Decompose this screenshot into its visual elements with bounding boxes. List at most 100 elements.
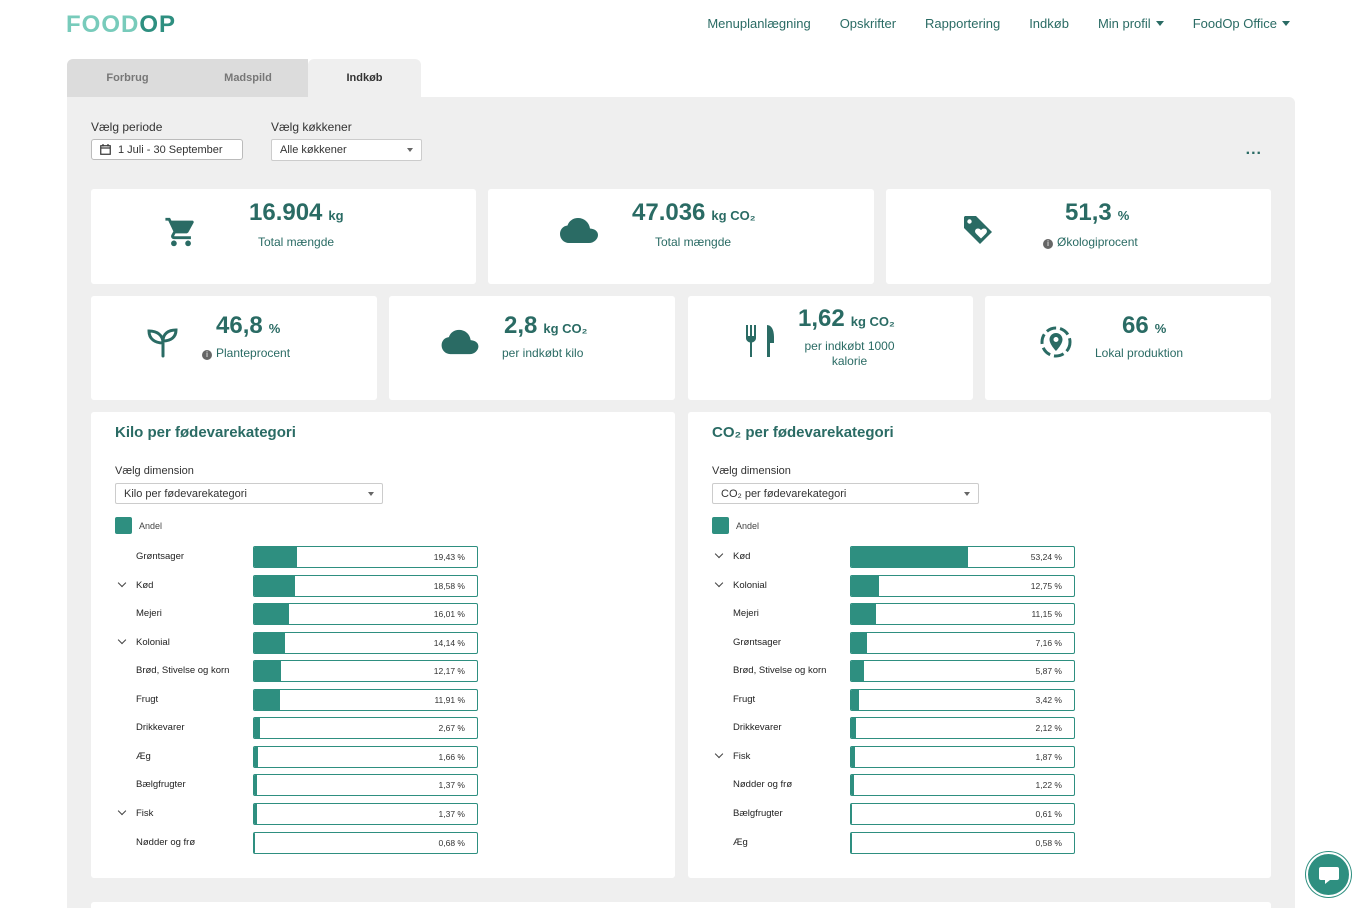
tab-indkob[interactable]: Indkøb bbox=[308, 59, 421, 97]
bar-track: 0,58 % bbox=[850, 832, 1075, 854]
cloud-icon bbox=[441, 329, 479, 355]
kitchen-label: Vælg køkkener bbox=[271, 120, 352, 134]
bar-fill bbox=[851, 833, 853, 853]
legend-label: Andel bbox=[736, 520, 760, 531]
bar-fill bbox=[851, 718, 856, 738]
chart-legend[interactable]: Andel bbox=[712, 517, 759, 534]
bar-track: 14,14 % bbox=[253, 632, 478, 654]
main-panel: Vælg periode 1 Juli - 30 September Vælg … bbox=[67, 97, 1295, 908]
category-label: Grøntsager bbox=[733, 637, 782, 648]
kpi-label: Total mængde bbox=[258, 235, 335, 249]
category-label: Mejeri bbox=[136, 608, 162, 619]
kpi-value: 16.904 kg bbox=[249, 199, 344, 226]
tab-madspild[interactable]: Madspild bbox=[188, 59, 308, 97]
bar-row[interactable]: Fisk 1,87 % bbox=[712, 746, 1082, 768]
bar-track: 12,75 % bbox=[850, 575, 1075, 597]
bar-fill bbox=[851, 576, 880, 596]
bar-track: 0,68 % bbox=[253, 832, 478, 854]
kitchen-select[interactable]: Alle køkkener bbox=[271, 139, 422, 161]
category-label: Kolonial bbox=[136, 637, 170, 648]
bar-value-label: 1,66 % bbox=[438, 752, 465, 762]
category-label: Drikkevarer bbox=[136, 722, 185, 733]
foodop-logo[interactable]: FOODOP bbox=[66, 11, 176, 39]
bar-value-label: 19,43 % bbox=[433, 552, 465, 562]
bar-track: 11,91 % bbox=[253, 689, 478, 711]
bar-row: Mejeri 16,01 % bbox=[115, 603, 485, 625]
chevron-down-icon[interactable] bbox=[714, 549, 724, 559]
caret-down-icon bbox=[1155, 21, 1164, 26]
category-label: Kød bbox=[136, 580, 154, 591]
chevron-down-icon[interactable] bbox=[117, 578, 127, 588]
caret-down-icon bbox=[964, 491, 970, 496]
period-value: 1 Juli - 30 September bbox=[118, 143, 223, 156]
nav-label: Rapportering bbox=[925, 16, 1001, 31]
chat-button[interactable] bbox=[1306, 852, 1351, 897]
kpi-card-total-co2: 47.036 kg CO₂ Total mængde bbox=[488, 189, 874, 284]
period-picker[interactable]: 1 Juli - 30 September bbox=[91, 139, 243, 160]
category-label: Brød, Stivelse og korn bbox=[733, 665, 827, 676]
nav-label: Menuplanlægning bbox=[707, 16, 811, 31]
chevron-down-icon[interactable] bbox=[117, 635, 127, 645]
bar-row[interactable]: Fisk 1,37 % bbox=[115, 803, 485, 825]
bar-value-label: 0,58 % bbox=[1035, 838, 1062, 848]
bar-fill bbox=[851, 747, 856, 767]
caret-down-icon bbox=[1282, 21, 1290, 26]
bar-value-label: 0,61 % bbox=[1035, 809, 1062, 819]
bar-row[interactable]: Kolonial 14,14 % bbox=[115, 632, 485, 654]
nav-label: Opskrifter bbox=[839, 16, 897, 31]
chevron-down-icon[interactable] bbox=[714, 578, 724, 588]
chart-title: Kilo per fødevarekategori bbox=[115, 424, 296, 441]
legend-swatch bbox=[712, 517, 729, 534]
info-icon[interactable]: i bbox=[1043, 239, 1053, 249]
bar-fill bbox=[851, 775, 854, 795]
kpi-label: i Økologiprocent bbox=[1043, 235, 1138, 249]
kpi-value: 46,8% bbox=[216, 312, 281, 339]
bar-fill bbox=[254, 833, 256, 853]
category-label: Bælgfrugter bbox=[136, 779, 186, 790]
bar-fill bbox=[254, 576, 295, 596]
nav-foodop-office[interactable]: FoodOp Office bbox=[1193, 16, 1290, 31]
bar-row: Grøntsager 7,16 % bbox=[712, 632, 1082, 654]
bar-fill bbox=[254, 604, 290, 624]
more-options-icon[interactable]: ... bbox=[1245, 141, 1262, 158]
bar-row: Æg 0,58 % bbox=[712, 832, 1082, 854]
nav-indkob[interactable]: Indkøb bbox=[1029, 16, 1069, 31]
bar-value-label: 1,37 % bbox=[438, 809, 465, 819]
bar-value-label: 53,24 % bbox=[1030, 552, 1062, 562]
chart-legend[interactable]: Andel bbox=[115, 517, 162, 534]
cloud-icon bbox=[560, 218, 598, 243]
bar-value-label: 12,17 % bbox=[433, 666, 465, 676]
bar-fill bbox=[851, 547, 969, 567]
top-navigation: Menuplanlægning Opskrifter Rapportering … bbox=[707, 16, 1290, 31]
nav-label: Indkøb bbox=[1029, 16, 1069, 31]
bar-row[interactable]: Kød 53,24 % bbox=[712, 546, 1082, 568]
dimension-label: Vælg dimension bbox=[115, 465, 194, 477]
kpi-card-total-kg: 16.904 kg Total mængde bbox=[91, 189, 476, 284]
category-label: Fisk bbox=[733, 751, 751, 762]
bar-fill bbox=[254, 775, 257, 795]
chevron-down-icon[interactable] bbox=[714, 749, 724, 759]
dimension-select[interactable]: CO₂ per fødevarekategori bbox=[712, 483, 979, 504]
bar-track: 5,87 % bbox=[850, 660, 1075, 682]
kpi-value: 51,3% bbox=[1065, 199, 1130, 226]
nav-opskrifter[interactable]: Opskrifter bbox=[840, 16, 896, 31]
bar-row[interactable]: Kolonial 12,75 % bbox=[712, 575, 1082, 597]
nav-menuplanlaegning[interactable]: Menuplanlægning bbox=[707, 16, 810, 31]
kpi-label: i Planteprocent bbox=[202, 346, 290, 360]
nav-min-profil[interactable]: Min profil bbox=[1098, 16, 1164, 31]
bar-value-label: 12,75 % bbox=[1030, 581, 1062, 591]
bar-value-label: 1,37 % bbox=[438, 780, 465, 790]
tab-forbrug[interactable]: Forbrug bbox=[67, 59, 188, 97]
bar-row: Grøntsager 19,43 % bbox=[115, 546, 485, 568]
cutlery-icon bbox=[746, 325, 774, 357]
bar-fill bbox=[254, 718, 260, 738]
category-label: Æg bbox=[136, 751, 151, 762]
dimension-select[interactable]: Kilo per fødevarekategori bbox=[115, 483, 383, 504]
bar-track: 7,16 % bbox=[850, 632, 1075, 654]
bar-track: 19,43 % bbox=[253, 546, 478, 568]
bar-row[interactable]: Kød 18,58 % bbox=[115, 575, 485, 597]
nav-rapportering[interactable]: Rapportering bbox=[925, 16, 1000, 31]
bar-value-label: 0,68 % bbox=[438, 838, 465, 848]
chevron-down-icon[interactable] bbox=[117, 806, 127, 816]
info-icon[interactable]: i bbox=[202, 350, 212, 360]
